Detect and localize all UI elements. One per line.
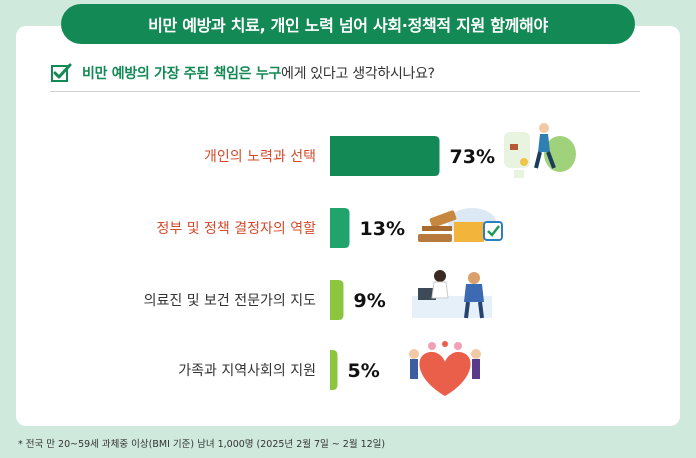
family-heart-icon	[409, 341, 481, 396]
value-label: 9%	[354, 290, 386, 312]
question-rest: 에게 있다고 생각하시나요?	[281, 66, 435, 82]
category-label: 의료진 및 보건 전문가의 지도	[144, 293, 316, 309]
value-label: 73%	[450, 146, 495, 168]
thumbs-up-fitness-icon	[504, 123, 576, 178]
doctor-consult-icon	[412, 270, 492, 319]
value-label: 5%	[348, 360, 380, 382]
footnote: * 전국 만 20~59세 과체중 이상(BMI 기준) 남녀 1,000명 (…	[18, 439, 386, 450]
page-title: 비만 예방과 치료, 개인 노력 넘어 사회·정책적 지원 함께해야	[148, 16, 548, 35]
checkbox-check-icon	[51, 63, 72, 82]
bar	[330, 208, 350, 248]
survey-question: 비만 예방의 가장 주된 책임은 누구 에게 있다고 생각하시나요?	[50, 62, 435, 84]
bar	[330, 136, 440, 176]
gavel-policy-icon	[418, 208, 503, 242]
value-label: 13%	[360, 218, 405, 240]
question-emphasis: 비만 예방의 가장 주된 책임은 누구	[82, 66, 281, 82]
bar	[330, 280, 344, 320]
page-title-banner: 비만 예방과 치료, 개인 노력 넘어 사회·정책적 지원 함께해야	[61, 4, 635, 44]
category-label: 개인의 노력과 선택	[204, 149, 316, 165]
category-label: 정부 및 정책 결정자의 역할	[157, 221, 317, 237]
category-label: 가족과 지역사회의 지원	[178, 363, 316, 379]
bar	[330, 350, 338, 390]
divider	[50, 91, 640, 92]
